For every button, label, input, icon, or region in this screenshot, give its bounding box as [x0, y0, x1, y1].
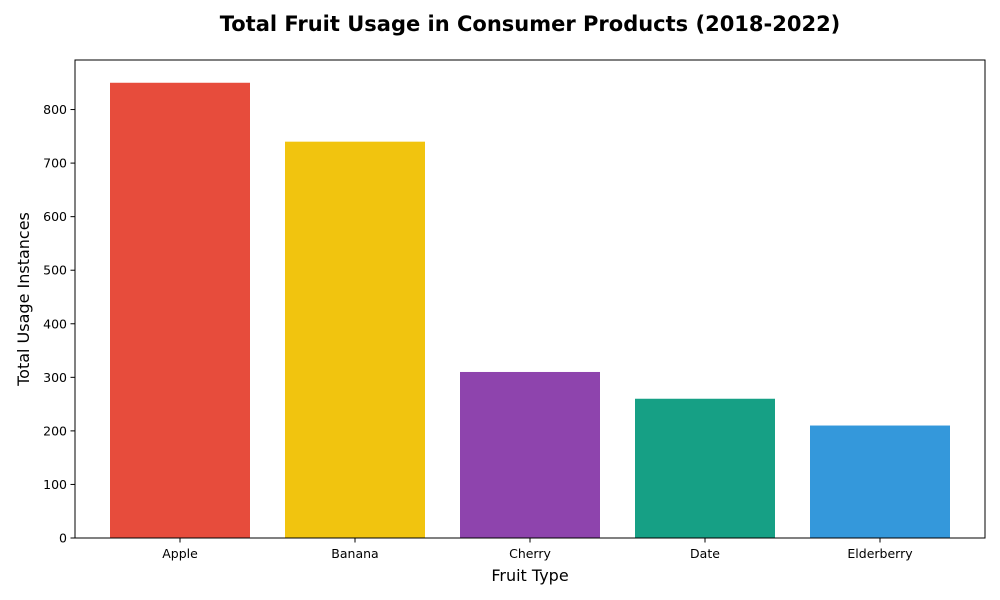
bar-apple: [110, 82, 250, 538]
y-tick-label: 800: [43, 102, 67, 117]
bar-banana: [285, 141, 425, 539]
x-tick-label-elderberry: Elderberry: [847, 546, 913, 561]
y-tick-label: 100: [43, 477, 67, 492]
x-tick-label-banana: Banana: [331, 546, 378, 561]
x-tick-label-date: Date: [690, 546, 720, 561]
y-tick-label: 500: [43, 263, 67, 278]
x-axis: Apple Banana Cherry Date Elderberry: [162, 538, 913, 561]
y-tick-label: 0: [59, 531, 67, 546]
y-axis: 0 100 200 300 400 500 600 700 800: [43, 102, 75, 546]
y-tick-label: 700: [43, 156, 67, 171]
bar-date: [635, 398, 775, 538]
y-tick-label: 400: [43, 316, 67, 331]
bar-cherry: [460, 371, 600, 538]
y-tick-label: 600: [43, 209, 67, 224]
chart-title: Total Fruit Usage in Consumer Products (…: [220, 12, 841, 36]
x-tick-label-cherry: Cherry: [509, 546, 551, 561]
plot-area: [110, 82, 950, 539]
x-axis-label: Fruit Type: [491, 566, 568, 585]
x-tick-label-apple: Apple: [162, 546, 198, 561]
y-axis-label: Total Usage Instances: [14, 212, 33, 387]
y-tick-label: 300: [43, 370, 67, 385]
y-tick-label: 200: [43, 423, 67, 438]
bar-elderberry: [810, 425, 950, 538]
